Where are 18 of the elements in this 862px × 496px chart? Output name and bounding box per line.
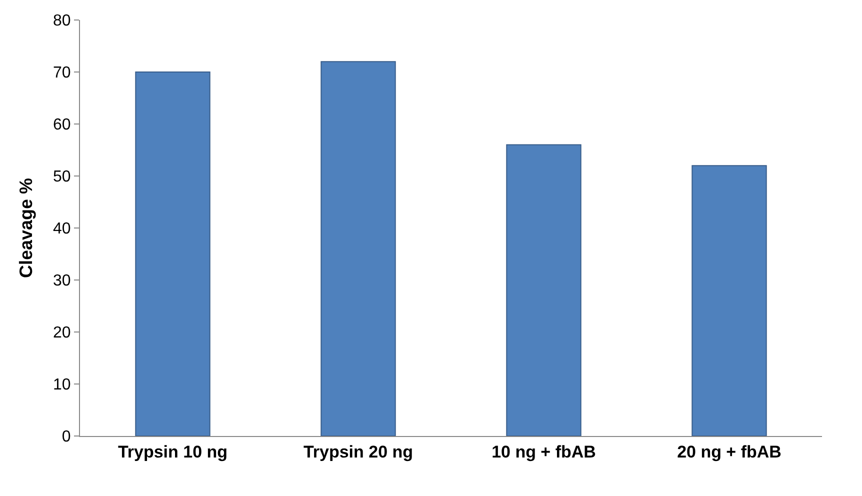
x-tick-label: Trypsin 10 ng [118, 442, 228, 462]
y-tick-label: 40 [53, 220, 71, 238]
y-tick-label: 0 [62, 428, 71, 446]
y-tick-label: 60 [53, 116, 71, 134]
bar [320, 61, 396, 436]
y-tick-label: 10 [53, 376, 71, 394]
bar [135, 72, 210, 436]
x-tick-label: 20 ng + fbAB [677, 442, 782, 462]
y-tick-label: 50 [53, 168, 71, 186]
y-axis-title: Cleavage % [16, 178, 36, 278]
y-tick-label: 70 [53, 64, 71, 82]
y-tick-label: 30 [53, 272, 71, 290]
y-tick-label: 20 [53, 324, 71, 342]
x-tick-label: Trypsin 20 ng [303, 442, 414, 462]
x-tick-label: 10 ng + fbAB [492, 442, 596, 462]
bar [506, 144, 582, 436]
y-tick-label: 80 [53, 12, 71, 30]
bar [692, 165, 767, 436]
